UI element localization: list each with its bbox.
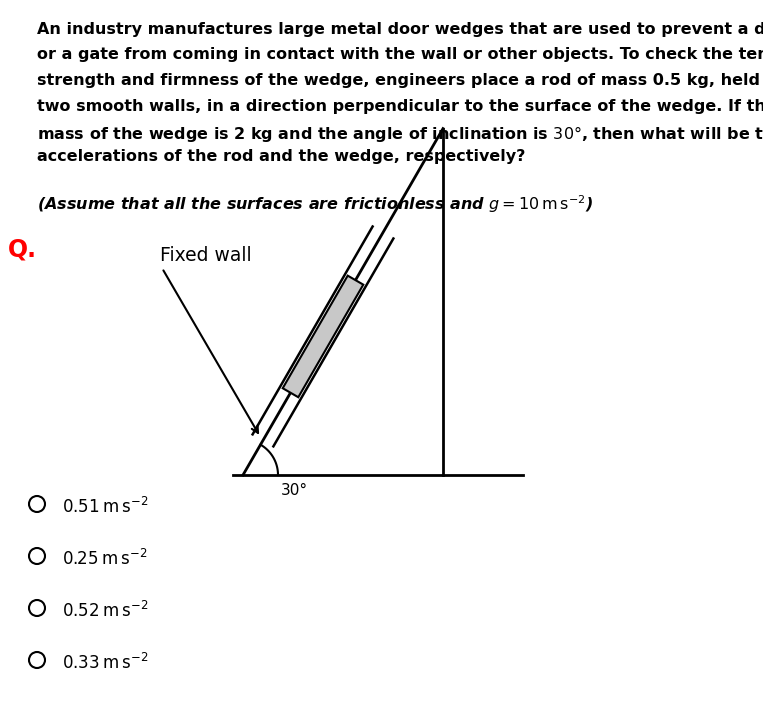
Polygon shape [283, 275, 363, 397]
Text: An industry manufactures large metal door wedges that are used to prevent a door: An industry manufactures large metal doo… [37, 22, 763, 37]
Text: 0.51 m s$^{-2}$: 0.51 m s$^{-2}$ [62, 497, 149, 517]
Text: 0.33 m s$^{-2}$: 0.33 m s$^{-2}$ [62, 653, 149, 673]
Text: or a gate from coming in contact with the wall or other objects. To check the te: or a gate from coming in contact with th… [37, 47, 763, 62]
Text: mass of the wedge is 2 kg and the angle of inclination is $30°$, then what will : mass of the wedge is 2 kg and the angle … [37, 124, 763, 144]
Text: Fixed wall: Fixed wall [160, 246, 252, 265]
Text: 0.25 m s$^{-2}$: 0.25 m s$^{-2}$ [62, 549, 148, 569]
Text: (Assume that all the surfaces are frictionless and $g = 10\,\mathrm{m\,s^{-2}}$): (Assume that all the surfaces are fricti… [37, 193, 593, 214]
Text: accelerations of the rod and the wedge, respectively?: accelerations of the rod and the wedge, … [37, 150, 526, 164]
Text: Q.: Q. [8, 238, 37, 262]
Text: two smooth walls, in a direction perpendicular to the surface of the wedge. If t: two smooth walls, in a direction perpend… [37, 98, 763, 113]
Text: 0.52 m s$^{-2}$: 0.52 m s$^{-2}$ [62, 601, 149, 621]
Text: 30°: 30° [281, 483, 308, 498]
Text: strength and firmness of the wedge, engineers place a rod of mass 0.5 kg, held b: strength and firmness of the wedge, engi… [37, 73, 763, 88]
